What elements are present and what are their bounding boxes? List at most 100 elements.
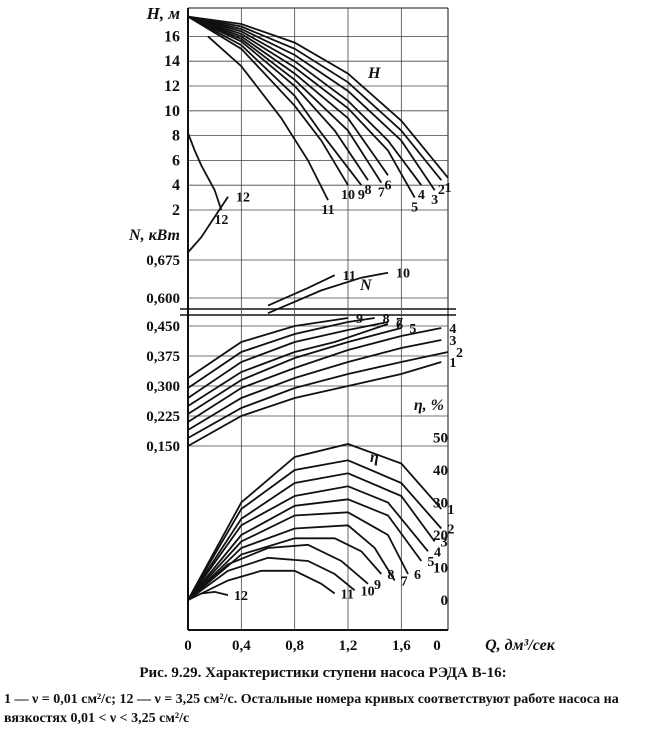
efficiency-curve-label: 5	[427, 555, 434, 570]
efficiency-curve-label: 12	[234, 589, 248, 604]
head-series-label: H	[367, 65, 381, 82]
head-curve-1	[187, 15, 449, 179]
head-curve-8	[187, 15, 369, 181]
efficiency-curve-3	[187, 472, 436, 601]
power-curve-10	[267, 271, 389, 315]
figure-caption-note: 1 — ν = 0,01 см²/с; 12 — ν = 3,25 см²/с.…	[4, 692, 619, 726]
head-curve-label: 12	[214, 213, 228, 228]
efficiency-tick-label: 50	[433, 431, 448, 447]
efficiency-curve-4	[187, 485, 429, 601]
efficiency-series-label: η	[370, 449, 379, 466]
efficiency-curve-label: 6	[414, 568, 421, 583]
power-curve-label: 5	[409, 322, 416, 337]
efficiency-tick-label: 0	[441, 593, 449, 609]
x-axis-label: Q, дм³/сек	[485, 637, 556, 654]
efficiency-curve-label: 8	[387, 568, 394, 583]
head-curve-label: 6	[385, 178, 392, 193]
power-tick-label: 0,300	[146, 379, 180, 395]
efficiency-curve-1	[187, 443, 442, 601]
power-axis-label: N, кВт	[128, 227, 180, 244]
head-curve-label: 3	[431, 193, 438, 208]
power-curve-4	[187, 327, 442, 423]
head-tick-label: 4	[172, 177, 180, 194]
efficiency-tick-label: 10	[433, 561, 448, 577]
power-curve-7	[187, 321, 389, 399]
head-curve-11	[207, 35, 329, 201]
efficiency-curve-label: 7	[401, 575, 408, 590]
power-tick-label: 0,375	[146, 349, 180, 365]
power-tick-label: 0,150	[146, 439, 180, 455]
efficiency-curve-label: 2	[447, 523, 454, 538]
power-curve-12	[187, 196, 229, 253]
head-tick-label: 8	[172, 128, 180, 145]
power-curve-3	[187, 339, 442, 431]
head-curve-label: 7	[378, 186, 385, 201]
head-curve-label: 5	[411, 201, 418, 216]
power-tick-label: 0,450	[146, 319, 180, 335]
efficiency-curve-label: 10	[361, 584, 375, 599]
power-curve-label: 10	[396, 267, 410, 282]
power-curve-11	[267, 274, 336, 307]
head-curve-2	[187, 15, 443, 181]
x-tick-label: 1,6	[392, 638, 411, 654]
efficiency-curve-label: 1	[447, 503, 454, 518]
head-curve-10	[187, 15, 349, 186]
efficiency-curve-2	[187, 459, 442, 601]
head-tick-label: 14	[164, 53, 180, 70]
power-curve-label: 3	[449, 334, 456, 349]
power-curve-label: 8	[383, 312, 390, 327]
head-curve-label: 1	[445, 181, 452, 196]
x-tick-label: 0,4	[232, 638, 251, 654]
efficiency-curve-label: 4	[434, 545, 441, 560]
head-curve-7	[187, 15, 383, 184]
power-curve-2	[187, 351, 449, 439]
head-curve-label: 8	[365, 183, 372, 198]
figure-caption-title: Рис. 9.29. Характеристики ступени насоса…	[139, 665, 507, 681]
head-curve-4	[187, 15, 423, 186]
head-curve-5	[187, 15, 416, 199]
power-tick-label: 0,225	[146, 409, 180, 425]
power-curve-label: 11	[343, 269, 356, 284]
head-tick-label: 10	[164, 103, 180, 120]
power-curve-label: 1	[449, 356, 456, 371]
efficiency-curve-12	[187, 590, 229, 601]
power-curve-9	[187, 317, 349, 379]
efficiency-curve-label: 3	[441, 536, 448, 551]
power-curve-8	[187, 317, 375, 389]
power-curve-label: 6	[396, 318, 403, 333]
head-tick-label: 16	[164, 28, 180, 45]
power-curve-label: 9	[356, 312, 363, 327]
head-tick-label: 12	[164, 78, 180, 95]
efficiency-tick-label: 40	[433, 463, 448, 479]
head-curve-label: 9	[358, 188, 365, 203]
efficiency-curve-7	[187, 524, 396, 601]
x-tick-label-zero-right: 0	[433, 638, 441, 654]
power-curve-label: 2	[456, 346, 463, 361]
power-tick-label: 0,675	[146, 253, 180, 269]
head-axis-label: H, м	[146, 4, 181, 23]
efficiency-curve-6	[187, 511, 409, 601]
efficiency-tick-label: 20	[433, 528, 448, 544]
efficiency-curve-label: 11	[341, 588, 354, 603]
efficiency-curve-10	[187, 556, 356, 601]
power-curve-5	[187, 327, 402, 415]
power-curve-label: 12	[236, 191, 250, 206]
head-curve-3	[187, 15, 436, 191]
head-curve-label: 2	[438, 183, 445, 198]
efficiency-tick-label: 30	[433, 496, 448, 512]
head-tick-label: 2	[172, 202, 180, 219]
power-curve-label: 7	[396, 316, 403, 331]
head-curve-label: 10	[341, 188, 355, 203]
power-curve-1	[187, 361, 442, 447]
efficiency-curve-5	[187, 498, 423, 601]
x-tick-label: 0	[184, 638, 192, 654]
head-curve-6	[187, 15, 389, 176]
power-tick-label: 0,600	[146, 291, 180, 307]
head-curve-label: 11	[321, 203, 334, 218]
head-tick-label: 6	[172, 152, 180, 169]
x-tick-label: 1,2	[339, 638, 358, 654]
efficiency-axis-label: η, %	[414, 397, 444, 414]
head-curve-label: 4	[418, 188, 425, 203]
power-series-label: N	[359, 277, 373, 294]
